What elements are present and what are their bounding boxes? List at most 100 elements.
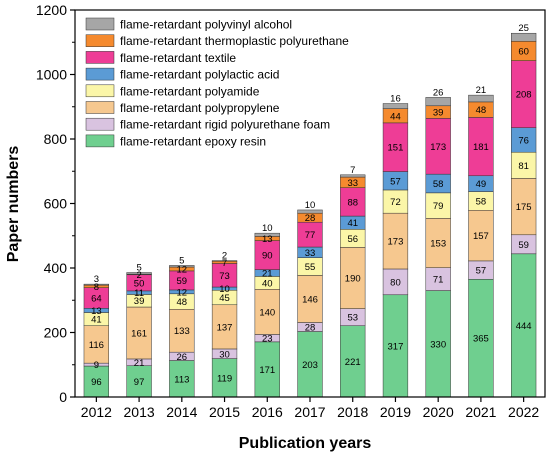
bar-segment	[126, 306, 152, 360]
bar-value-label: 181	[473, 142, 489, 153]
bar-segment	[83, 283, 110, 286]
bar-value-label: 119	[217, 373, 232, 384]
bar-value-label: 39	[134, 296, 145, 307]
x-tick-label: 2019	[380, 404, 411, 420]
bar-segment	[211, 260, 238, 262]
bar-value-label: 26	[433, 87, 444, 98]
x-tick-label: 2022	[508, 404, 539, 420]
bar-value-label: 59	[177, 276, 188, 287]
bar-segment	[511, 32, 537, 42]
bar-value-label: 12	[177, 287, 188, 298]
x-tick-label: 2017	[294, 404, 325, 420]
bar-segment	[340, 187, 366, 217]
bar-segment	[468, 210, 494, 262]
bar-segment	[169, 360, 195, 398]
x-axis-title: Publication years	[239, 435, 372, 452]
bar-value-label: 10	[262, 223, 273, 234]
x-tick-label: 2020	[423, 404, 454, 420]
bar-value-label: 21	[134, 358, 145, 369]
legend-swatch	[85, 34, 115, 47]
bar-value-label: 41	[91, 315, 102, 326]
bar-segment	[254, 240, 280, 270]
bar-segment	[297, 209, 323, 214]
bar-value-label: 16	[390, 94, 401, 105]
x-tick-label: 2015	[209, 404, 240, 420]
bar-value-label: 330	[430, 339, 446, 350]
legend-swatch	[85, 84, 115, 98]
bar-value-label: 23	[262, 334, 273, 345]
bar-value-label: 2	[222, 251, 227, 262]
bar-value-label: 49	[476, 179, 487, 190]
bar-value-label: 59	[518, 240, 529, 251]
bar-value-label: 317	[388, 341, 404, 352]
bar-segment	[254, 289, 280, 335]
legend-swatch	[85, 17, 115, 31]
bar-value-label: 5	[179, 255, 184, 266]
bar-value-label: 48	[476, 105, 487, 116]
bar-value-labels: 9691164113648397211613911502511326133481…	[89, 23, 532, 388]
x-tick-label: 2014	[166, 404, 197, 420]
bar-value-label: 30	[219, 349, 230, 360]
bar-segment	[211, 358, 238, 398]
bar-value-label: 221	[345, 357, 361, 368]
x-tick-label: 2013	[124, 404, 155, 420]
bar-segment	[340, 174, 366, 178]
bar-value-label: 173	[388, 237, 404, 248]
bar-value-label: 13	[91, 306, 102, 317]
bar-segment	[254, 232, 280, 237]
legend-label: flame-retardant thermoplastic polyuretha…	[120, 34, 349, 48]
bar-segment	[126, 272, 152, 275]
bar-value-label: 208	[516, 90, 532, 101]
legend-swatch	[85, 101, 115, 114]
bar-segment	[297, 275, 323, 323]
bar-segment	[126, 365, 152, 398]
bar-value-label: 45	[219, 293, 230, 304]
bar-segment	[83, 325, 110, 364]
bar-value-label: 97	[134, 377, 145, 388]
bar-value-label: 71	[433, 275, 444, 286]
bar-value-label: 41	[347, 218, 358, 229]
bar-value-label: 8	[94, 282, 99, 293]
bar-value-label: 80	[390, 277, 401, 288]
bar-value-label: 151	[388, 143, 404, 154]
legend-label: flame-retardant epoxy resin	[120, 134, 266, 148]
bar-value-label: 190	[345, 274, 361, 285]
x-tick-label: 2016	[252, 404, 283, 420]
bar-value-label: 72	[390, 197, 401, 208]
bar-value-label: 33	[347, 178, 358, 189]
bar-value-label: 7	[350, 165, 355, 176]
bar-value-label: 53	[347, 313, 358, 324]
bar-value-label: 39	[433, 108, 444, 119]
bar-value-label: 153	[430, 239, 446, 250]
y-tick-label: 600	[44, 196, 68, 212]
bar-value-label: 57	[476, 266, 487, 277]
bar-value-label: 11	[134, 288, 144, 299]
bar-value-label: 60	[518, 46, 529, 57]
bar-value-label: 365	[473, 334, 489, 345]
bar-value-label: 12	[177, 264, 188, 275]
y-tick-label: 1200	[36, 2, 67, 18]
bar-value-label: 25	[518, 23, 529, 34]
bar-value-label: 48	[177, 297, 188, 308]
bar-value-label: 90	[262, 251, 273, 262]
bar-value-label: 55	[305, 262, 316, 273]
bar-value-label: 77	[305, 230, 316, 241]
bar-segment	[511, 60, 537, 128]
bar-segment	[511, 151, 537, 179]
bar-value-label: 9	[94, 360, 99, 371]
bar-value-label: 173	[430, 142, 446, 153]
legend-swatch	[85, 67, 115, 81]
legend-swatch	[85, 117, 115, 131]
legend-swatch	[85, 134, 115, 148]
bar-segment	[468, 117, 494, 177]
bar-value-label: 161	[131, 328, 147, 339]
bar-segment	[254, 341, 280, 398]
bar-value-label: 171	[259, 365, 275, 376]
axes-layer: 0 200 400 600 800 1000 1200 2012 2013 2014 2015 201…	[36, 2, 546, 420]
legend-label: flame-retardant polypropylene	[120, 101, 280, 115]
legend-label: flame-retardant polylactic acid	[120, 68, 279, 82]
bar-segment	[382, 212, 409, 270]
bar-segment	[83, 365, 110, 398]
bar-value-label: 116	[89, 340, 104, 351]
bar-value-label: 133	[174, 326, 190, 337]
